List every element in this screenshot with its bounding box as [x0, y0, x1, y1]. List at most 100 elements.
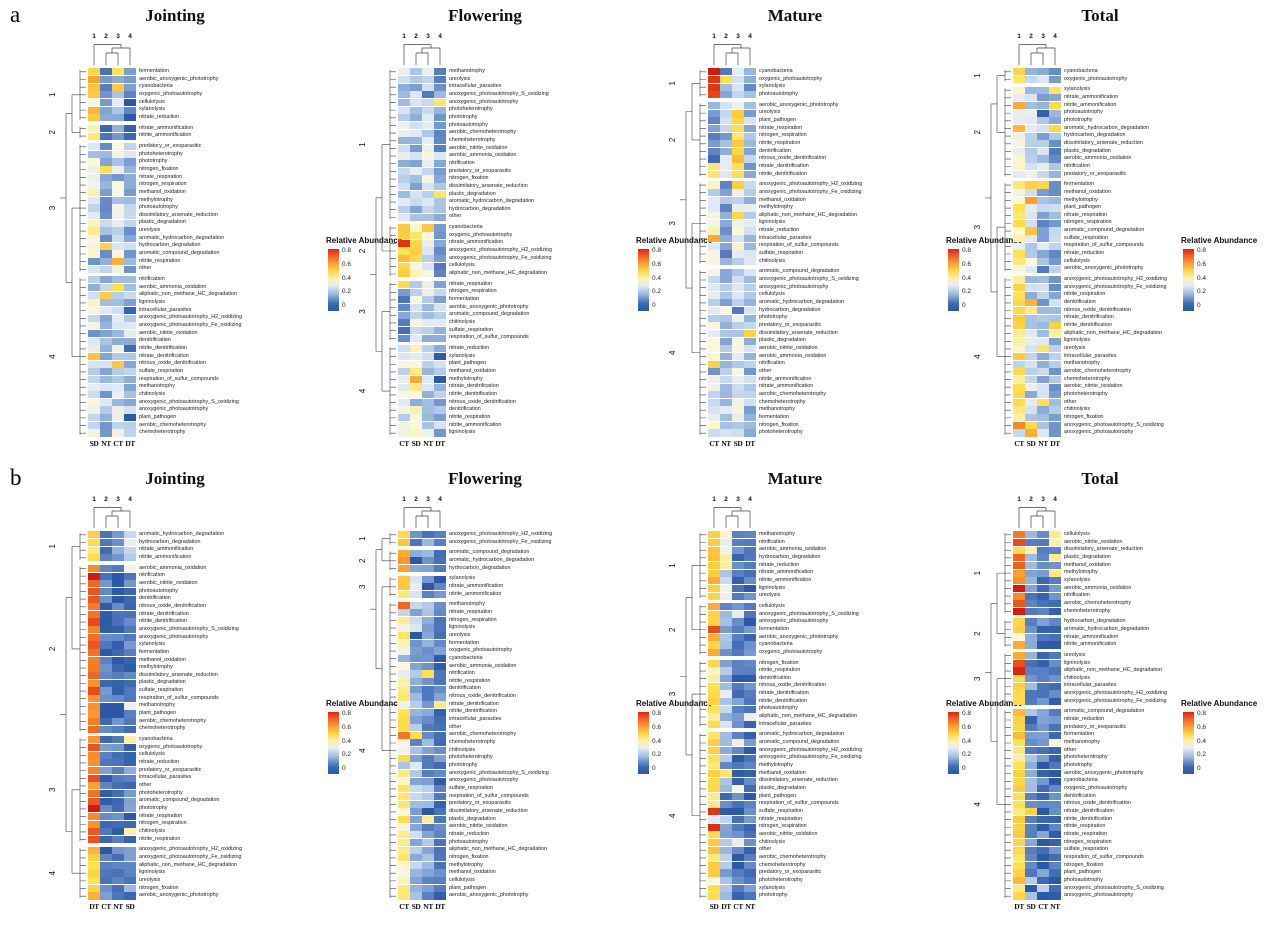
heatmap-cell	[410, 531, 422, 539]
row-label: other	[759, 846, 772, 853]
row-label: methylotrophy	[449, 375, 483, 382]
heatmap-cell	[1013, 337, 1025, 345]
heatmap-cell	[708, 132, 720, 140]
heatmap-cell	[100, 812, 112, 821]
heatmap-cell	[1013, 769, 1025, 778]
heatmap-grid-row	[398, 360, 446, 368]
row-label: cyanobacteria	[759, 641, 793, 648]
heatmap-cell	[732, 322, 744, 330]
heatmap-cell	[112, 812, 124, 821]
heatmap-cell	[1037, 276, 1049, 284]
heatmap-grid-row	[398, 224, 446, 232]
row-label: xylanolysis	[759, 884, 786, 891]
heatmap-grid-row	[708, 831, 756, 839]
heatmap-cell	[732, 785, 744, 793]
row-label: intracellular_parasites	[449, 716, 502, 723]
heatmap-cell	[100, 114, 112, 122]
heatmap-grid-row	[88, 235, 136, 243]
heatmap-grid-row	[398, 391, 446, 399]
row-label: nitrite_denitrification	[139, 618, 187, 625]
heatmap-cell	[720, 769, 732, 778]
row-label: aerobic_nitrite_oxidation	[759, 830, 818, 837]
heatmap-cell	[88, 375, 100, 383]
heatmap-cell	[422, 129, 434, 137]
heatmap-cell	[744, 429, 756, 437]
heatmap-cell	[732, 698, 744, 706]
heatmap-cell	[1037, 170, 1049, 178]
legend-tick-label: 0.6	[652, 260, 662, 268]
row-label: plastic_degradation	[449, 190, 496, 197]
heatmap-cell	[1025, 690, 1037, 698]
heatmap-grid-row	[708, 75, 756, 84]
heatmap-cell	[1013, 762, 1025, 770]
row-label: chitinolysis	[139, 827, 166, 834]
heatmap-cell	[732, 831, 744, 839]
row-label: anoxygenic_photoautotrophy_Fe_oxidizing	[1064, 283, 1167, 290]
heatmap-cell	[100, 166, 112, 174]
row-label: chitinolysis	[1064, 674, 1091, 681]
heatmap-cell	[744, 306, 756, 315]
heatmap-cell	[1013, 626, 1025, 634]
legend-tick-label: 0.8	[1197, 710, 1207, 717]
row-labels: methanotrophy nitrification aerobic_ammoni…	[759, 531, 909, 900]
legend: Relative Abundance 0.8 0.6 0.4 0.2 0	[1181, 699, 1268, 778]
heatmap-grid-row	[708, 329, 756, 338]
heatmap-cell	[732, 610, 744, 618]
heatmap-cell	[1025, 626, 1037, 634]
heatmap-cell	[112, 265, 124, 273]
heatmap-cell	[124, 633, 136, 641]
heatmap-cell	[1013, 731, 1025, 739]
heatmap-cell	[1025, 746, 1037, 755]
row-cluster-number: 1	[358, 142, 367, 147]
heatmap-cell	[88, 368, 100, 376]
heatmap-grid	[708, 531, 756, 900]
heatmap-cell	[434, 549, 446, 557]
heatmap-cell	[422, 91, 434, 99]
heatmap-grid-row	[708, 577, 756, 585]
heatmap-cell	[124, 766, 136, 775]
heatmap-grid-row	[398, 877, 446, 885]
heatmap-grid-row	[88, 181, 136, 189]
heatmap-grid-row	[708, 337, 756, 345]
heatmap-grid-row	[1013, 739, 1061, 747]
heatmap-cell	[708, 846, 720, 854]
heatmap-cell	[1013, 117, 1025, 125]
heatmap-cell	[1013, 414, 1025, 422]
row-label: aliphatic_non_methane_HC_degradation	[759, 211, 858, 218]
heatmap-grid-row	[1013, 777, 1061, 785]
heatmap-cell	[434, 160, 446, 168]
row-label: plastic_degradation	[139, 679, 186, 686]
heatmap-cell	[720, 212, 732, 220]
row-label: anoxygenic_photoautotrophy_H2_oxidizing	[759, 746, 863, 753]
heatmap-cell	[88, 546, 100, 554]
heatmap-grid-row	[398, 375, 446, 384]
heatmap-cell	[720, 155, 732, 163]
legend-tick-label: 0.2	[962, 751, 972, 759]
heatmap-cell	[1025, 823, 1037, 831]
row-label: anoxygenic_photoautotrophy_Fe_oxidizing	[449, 538, 552, 545]
heatmap-cell	[88, 595, 100, 603]
heatmap-cell	[708, 212, 720, 220]
heatmap-cell	[1025, 592, 1037, 600]
heatmap-cell	[1049, 808, 1061, 816]
heatmap-cell	[720, 291, 732, 299]
heatmap-grid-row	[1013, 831, 1061, 839]
heatmap-cell	[398, 892, 410, 900]
heatmap-cell	[100, 538, 112, 547]
row-label: nitrite_denitrification	[759, 170, 807, 177]
heatmap-cell	[720, 554, 732, 562]
heatmap-cell	[410, 662, 422, 670]
row-label: hydrocarbon_degradation	[759, 306, 821, 313]
heatmap-cell	[434, 398, 446, 406]
row-label: plant_pathogen	[139, 413, 177, 420]
heatmap-cell	[398, 632, 410, 640]
heatmap-grid-row	[1013, 212, 1061, 220]
heatmap-grid-row	[88, 672, 136, 680]
row-label: aerobic_ammonia_oxidation	[1064, 155, 1132, 162]
heatmap-cell	[100, 291, 112, 299]
heatmap-cell	[1013, 421, 1025, 429]
stage-title: Total	[1081, 469, 1119, 488]
heatmap-cell	[398, 701, 410, 709]
heatmap-grid-row	[88, 789, 136, 798]
